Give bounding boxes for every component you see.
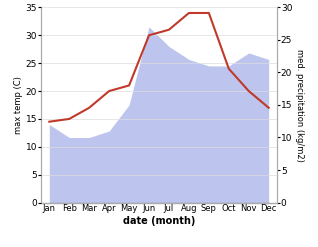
X-axis label: date (month): date (month) — [123, 216, 195, 226]
Y-axis label: med. precipitation (kg/m2): med. precipitation (kg/m2) — [295, 49, 304, 161]
Y-axis label: max temp (C): max temp (C) — [14, 76, 23, 134]
